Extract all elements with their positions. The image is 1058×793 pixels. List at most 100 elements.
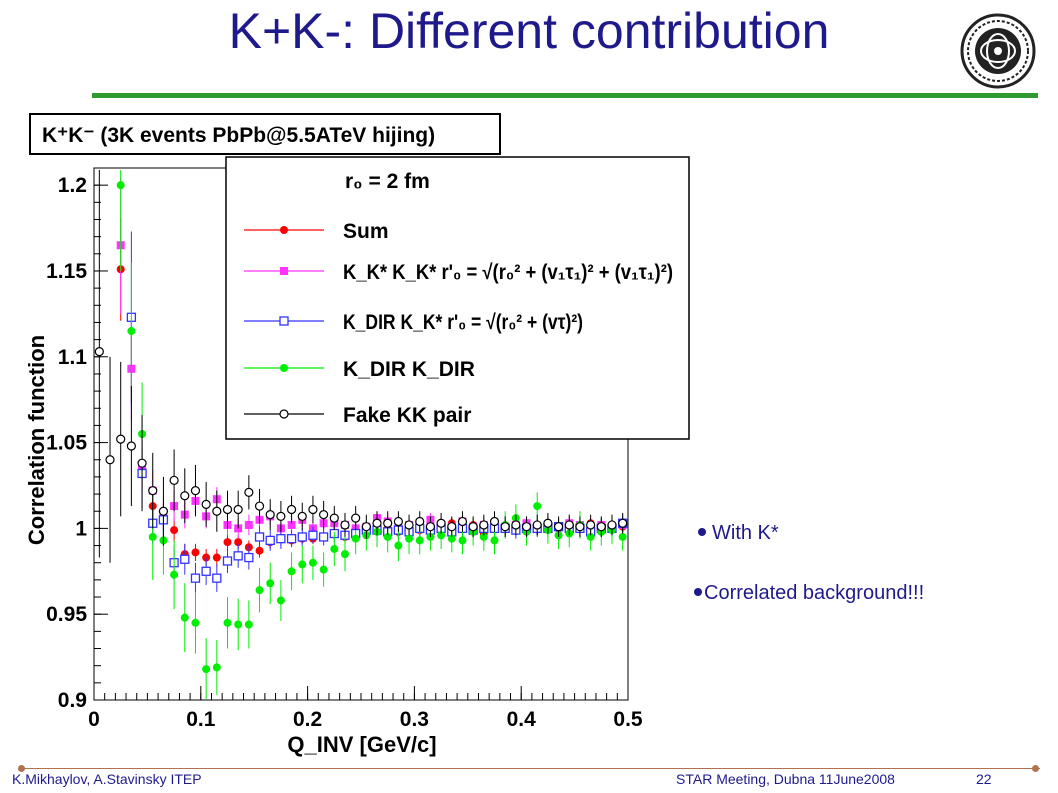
data-point <box>532 520 542 530</box>
data-point <box>330 544 339 553</box>
data-point <box>265 510 275 520</box>
data-point <box>287 520 296 529</box>
data-point <box>234 538 243 547</box>
data-point <box>607 520 617 530</box>
data-point <box>190 486 201 496</box>
data-point <box>180 491 190 501</box>
title-divider <box>92 93 1038 98</box>
data-point <box>372 518 382 528</box>
slide-title: K+K-: Different contribution <box>228 3 830 59</box>
data-point <box>308 504 318 515</box>
data-point <box>180 613 189 622</box>
data-point <box>383 518 393 528</box>
legend-header: r₀ = 2 fm <box>345 170 430 193</box>
legend-marker <box>279 409 289 419</box>
data-point <box>212 573 222 583</box>
data-point <box>254 501 265 511</box>
bullet-dot-icon <box>694 587 702 596</box>
data-point <box>170 526 179 535</box>
data-point <box>553 522 564 532</box>
data-point <box>201 499 211 509</box>
data-point <box>479 532 488 541</box>
data-point <box>361 522 371 532</box>
data-point <box>308 558 317 567</box>
data-point <box>254 532 265 542</box>
data-point <box>575 522 585 532</box>
data-point <box>447 534 456 543</box>
data-point <box>511 520 521 530</box>
data-point <box>318 532 329 542</box>
data-point <box>329 513 339 523</box>
data-point <box>351 513 361 523</box>
legend-marker <box>280 267 288 275</box>
data-point <box>490 536 499 545</box>
data-point <box>436 518 446 528</box>
data-point <box>222 504 233 515</box>
x-tick-label: 0.1 <box>186 708 216 731</box>
x-tick-label: 0.2 <box>293 708 322 731</box>
data-point <box>276 511 286 521</box>
data-point <box>618 532 627 541</box>
data-point <box>244 520 253 529</box>
legend-label: Fake KK pair <box>343 404 471 427</box>
data-point <box>596 522 606 532</box>
data-point <box>266 579 275 588</box>
data-point <box>340 520 350 530</box>
data-point <box>319 510 329 520</box>
footer-divider <box>18 768 1040 769</box>
data-point <box>298 560 307 569</box>
data-point <box>286 534 297 544</box>
bullet-item: With K* <box>698 522 924 546</box>
y-tick-label: 0.95 <box>46 603 87 626</box>
data-point <box>457 516 468 527</box>
data-point <box>233 551 243 561</box>
legend-label: Sum <box>343 220 389 243</box>
data-point <box>586 520 596 530</box>
data-point <box>105 455 115 465</box>
data-point <box>158 506 169 516</box>
data-point <box>116 181 125 190</box>
data-point <box>415 516 425 527</box>
x-tick-label: 0 <box>88 708 100 731</box>
data-point <box>191 618 200 627</box>
y-axis-label: Correlation function <box>24 335 49 545</box>
bullet-dot-icon <box>698 527 706 536</box>
y-tick-label: 1 <box>75 517 87 540</box>
data-point <box>94 347 104 357</box>
bullet-list: With K* Correlated background!!! <box>694 522 924 642</box>
data-point <box>415 536 424 545</box>
data-point <box>276 534 286 544</box>
data-point <box>190 573 201 583</box>
data-point <box>297 532 307 542</box>
itep-emblem-icon <box>960 13 1036 89</box>
legend-marker <box>279 316 289 326</box>
data-point <box>222 556 233 566</box>
data-point <box>265 535 275 546</box>
bullet-text: Correlated background!!! <box>704 582 925 604</box>
y-tick-label: 1.15 <box>46 260 87 283</box>
data-point <box>276 596 285 605</box>
data-point <box>127 327 136 336</box>
data-point <box>137 458 147 468</box>
page-number: 22 <box>976 771 992 787</box>
data-point <box>244 487 254 497</box>
data-point <box>425 522 436 532</box>
data-point <box>202 665 211 674</box>
legend-box <box>225 156 690 440</box>
footer-dot-icon <box>1032 765 1039 772</box>
data-point <box>212 506 222 516</box>
data-point <box>234 620 243 629</box>
data-point <box>489 516 500 527</box>
x-axis-label: Q_INV [GeV/c] <box>287 732 436 757</box>
data-point <box>340 550 349 559</box>
footer-dot-icon <box>18 765 25 772</box>
x-tick-label: 0.5 <box>613 708 643 731</box>
data-point <box>297 511 307 521</box>
data-point <box>286 504 297 515</box>
data-point <box>586 532 595 541</box>
data-point <box>479 520 489 530</box>
bullet-item: Correlated background!!! <box>694 582 924 606</box>
legend-label: K_K* K_K* r'₀ = √(r₀² + (v₁τ₁)² + (v₁τ₁)… <box>343 261 673 284</box>
data-point <box>244 620 253 629</box>
data-point <box>148 532 157 541</box>
